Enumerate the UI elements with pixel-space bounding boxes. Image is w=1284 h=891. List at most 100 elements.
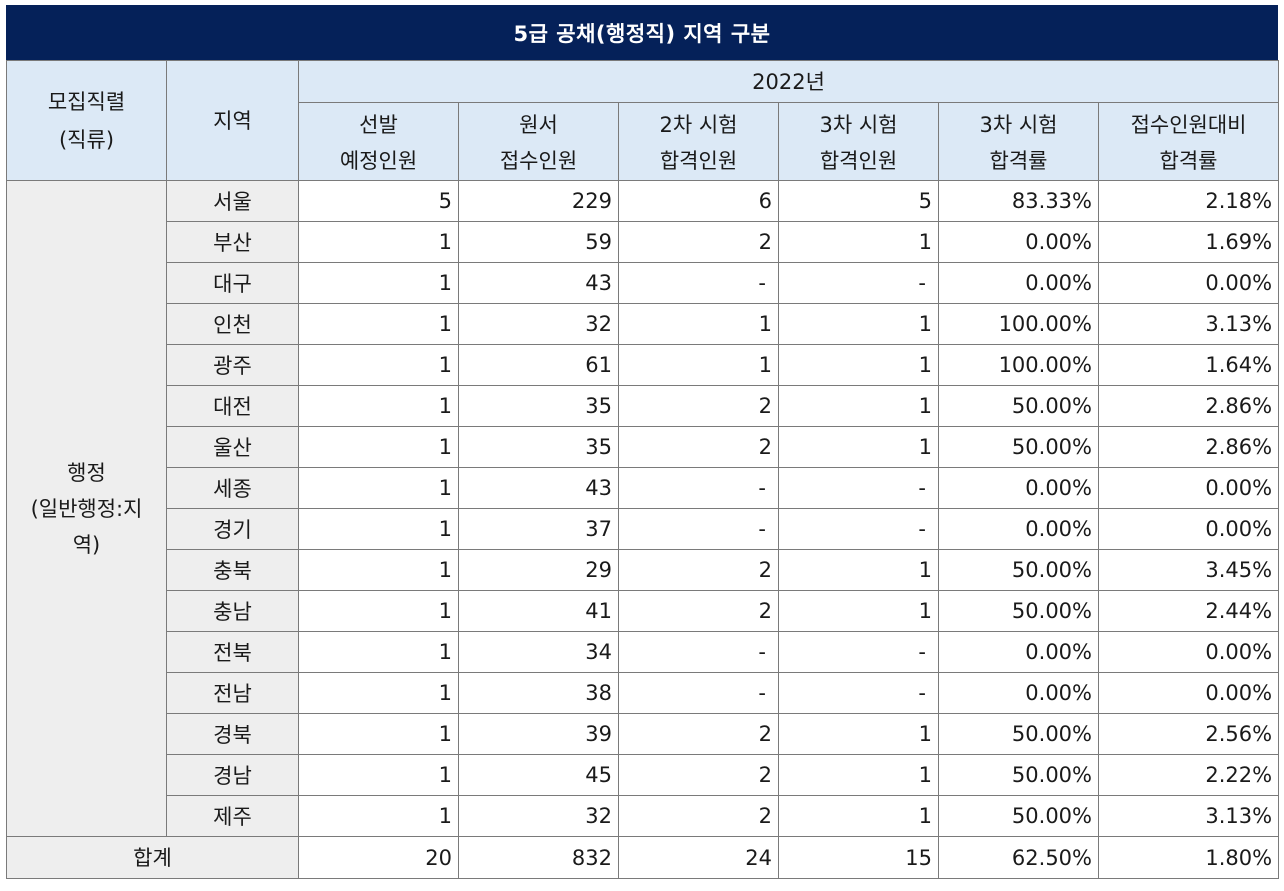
value-cell: 1: [298, 344, 459, 386]
table-row: 충북 1 29 2 1 50.00% 3.45%: [7, 549, 1280, 591]
value-cell: 1: [298, 303, 459, 345]
table-row: 제주 1 32 2 1 50.00% 3.13%: [7, 795, 1280, 837]
region-cell: 경기: [166, 508, 299, 550]
value-cell: 0.00%: [1097, 672, 1280, 714]
value-cell: 1: [298, 221, 459, 263]
total-value-cell: 24: [618, 836, 779, 879]
region-cell: 대전: [166, 385, 299, 427]
value-cell: 43: [458, 262, 619, 304]
table-row: 전남 1 38- -0.00% 0.00%: [7, 672, 1280, 714]
value-cell: 50.00%: [938, 713, 1099, 755]
region-cell: 경남: [166, 754, 299, 796]
value-cell: 1.69%: [1097, 221, 1280, 263]
value-cell: 0.00%: [938, 508, 1099, 550]
value-cell: 2.18%: [1097, 180, 1280, 222]
header-column-line: 합격인원: [659, 148, 738, 173]
region-cell: 부산: [166, 221, 299, 263]
header-column-line: 합격률: [1159, 148, 1218, 173]
value-cell: 1: [298, 467, 459, 509]
value-cell: 1: [778, 713, 939, 755]
value-cell: 0.00%: [938, 262, 1099, 304]
value-cell: 1: [298, 262, 459, 304]
value-cell: 50.00%: [938, 549, 1099, 591]
region-cell: 인천: [166, 303, 299, 345]
value-cell: 1: [298, 426, 459, 468]
value-cell: 35: [458, 385, 619, 427]
header-column-line: 예정인원: [339, 148, 418, 173]
region-cell: 제주: [166, 795, 299, 837]
value-cell: 2: [618, 713, 779, 755]
value-cell: 50.00%: [938, 754, 1099, 796]
value-cell: 34: [458, 631, 619, 673]
value-cell: 100.00%: [938, 344, 1099, 386]
value-cell: 37: [458, 508, 619, 550]
value-cell: 1: [298, 508, 459, 550]
value-cell: 1: [618, 303, 779, 345]
total-row: 합계 20 832 24 15 62.50% 1.80%: [6, 836, 1280, 879]
value-cell: 1: [778, 344, 939, 386]
value-cell: 2: [618, 426, 779, 468]
total-value-cell: 62.50%: [938, 836, 1099, 879]
region-cell: 전남: [166, 672, 299, 714]
total-value-cell: 20: [298, 836, 459, 879]
region-cell: 광주: [166, 344, 299, 386]
header-position: 모집직렬 (직류): [6, 60, 167, 181]
header-column-line: 3차 시험: [819, 112, 898, 137]
region-cell: 세종: [166, 467, 299, 509]
value-cell: 2.22%: [1097, 754, 1280, 796]
value-cell: 59: [458, 221, 619, 263]
value-cell: 2.44%: [1097, 590, 1280, 632]
header-region: 지역: [166, 60, 299, 181]
value-cell: 1: [298, 672, 459, 714]
table-row: 세종 1 43- -0.00% 0.00%: [7, 467, 1280, 509]
value-cell: -: [778, 262, 939, 304]
header-column-line: 3차 시험: [979, 112, 1058, 137]
table-row: 경기 1 37- -0.00% 0.00%: [7, 508, 1280, 550]
category-cell: 행정 (일반행정:지 역): [6, 180, 167, 837]
value-cell: -: [778, 672, 939, 714]
category-line: (일반행정:지: [30, 496, 143, 521]
header-column: 2차 시험 합격인원: [618, 102, 779, 181]
value-cell: 1: [778, 549, 939, 591]
value-cell: 2: [618, 795, 779, 837]
table-row: 경북 1 39 2 1 50.00% 2.56%: [7, 713, 1280, 755]
value-cell: 2: [618, 754, 779, 796]
value-cell: 1: [298, 795, 459, 837]
value-cell: 100.00%: [938, 303, 1099, 345]
header-year: 2022년: [297, 60, 1280, 103]
header-column: 3차 시험 합격인원: [778, 102, 939, 181]
header-column-line: 합격률: [989, 148, 1048, 173]
value-cell: 1: [618, 344, 779, 386]
value-cell: 43: [458, 467, 619, 509]
table-row: 행정 (일반행정:지 역) 서울 5 229 6 5 83.33% 2.18%: [6, 180, 1280, 837]
total-value-cell: 832: [458, 836, 619, 879]
value-cell: 41: [458, 590, 619, 632]
value-cell: -: [618, 508, 779, 550]
value-cell: 1: [298, 590, 459, 632]
value-cell: 29: [458, 549, 619, 591]
value-cell: 1: [298, 549, 459, 591]
category-line: 역): [72, 532, 101, 557]
table-row: 전북 1 34- -0.00% 0.00%: [7, 631, 1280, 673]
value-cell: -: [778, 508, 939, 550]
table-row: 인천 1 32 1 1 100.00% 3.13%: [7, 303, 1280, 345]
header-column: 원서 접수인원: [458, 102, 619, 181]
region-cell: 서울: [166, 180, 299, 222]
value-cell: 5: [778, 180, 939, 222]
value-cell: 1: [778, 303, 939, 345]
table-row: 대전 1 35 2 1 50.00% 2.86%: [7, 385, 1280, 427]
value-cell: 39: [458, 713, 619, 755]
value-cell: 6: [618, 180, 779, 222]
table-row: 광주 1 61 1 1 100.00% 1.64%: [7, 344, 1280, 386]
value-cell: 83.33%: [938, 180, 1099, 222]
header-column-line: 원서: [519, 112, 558, 137]
value-cell: 50.00%: [938, 590, 1099, 632]
region-table: 모집직렬 (직류) 지역 2022년 선발 예정인원 원서 접수인원 2차 시험 합격인원…: [6, 60, 1280, 879]
value-cell: 3.13%: [1097, 303, 1280, 345]
value-cell: -: [618, 467, 779, 509]
value-cell: 1: [298, 385, 459, 427]
value-cell: 0.00%: [1097, 631, 1280, 673]
value-cell: 0.00%: [938, 221, 1099, 263]
value-cell: 3.45%: [1097, 549, 1280, 591]
